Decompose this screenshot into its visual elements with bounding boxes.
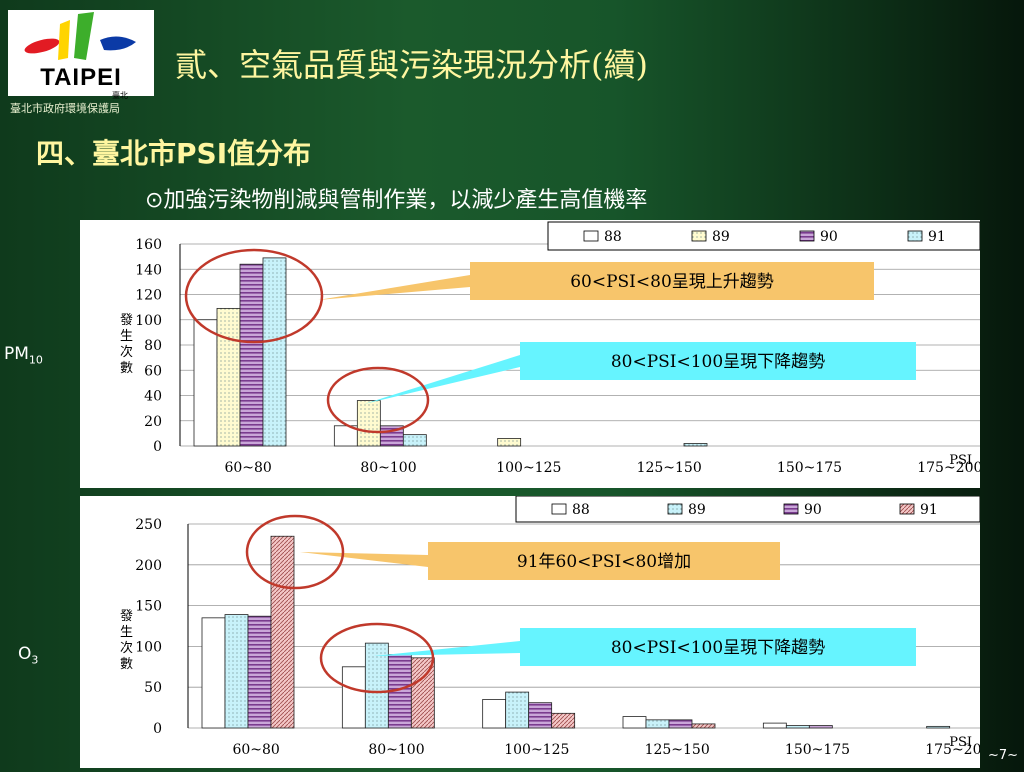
pm10-chart: 0 20 40 60 80 100 120 140 160 發生次數 60~80 80~100 100~… [80, 220, 980, 488]
y-tick-label: 200 [135, 558, 162, 574]
y-tick-label: 100 [135, 639, 162, 655]
legend-swatch [552, 504, 566, 514]
y-tick-label: 250 [135, 517, 162, 533]
legend-label: 90 [804, 502, 822, 518]
highlight-circle [247, 516, 343, 588]
bar-88 [194, 320, 217, 446]
bar-88 [342, 667, 365, 728]
legend-swatch [900, 504, 914, 514]
x-tick-label: 100~125 [496, 460, 561, 476]
bar-90 [669, 720, 692, 728]
taipei-logo: TAIPEI 臺北 [8, 10, 154, 96]
y-tick-label: 80 [144, 338, 162, 354]
bar-90 [248, 616, 271, 728]
bar-89 [786, 726, 809, 728]
chart-svg: 0 50 100 150 200 250 發生次數 60~80 80~100 100~125 125… [80, 496, 980, 768]
legend-swatch [784, 504, 798, 514]
x-tick-label: 60~80 [232, 742, 279, 758]
bar-89 [646, 720, 669, 728]
legend-label: 89 [712, 229, 730, 245]
bar-91 [692, 724, 715, 728]
bar-89 [927, 726, 950, 728]
x-tick-label: 100~125 [504, 742, 569, 758]
callout-text: 91年60<PSI<80增加 [517, 552, 691, 572]
x-tick-label: 60~80 [224, 460, 271, 476]
y-tick-label: 100 [135, 313, 162, 329]
x-tick-label: 125~150 [645, 742, 710, 758]
legend-swatch [800, 231, 814, 241]
x-tick-label: 80~100 [360, 460, 416, 476]
legend-label: 89 [688, 502, 706, 518]
legend-swatch [584, 231, 598, 241]
callout-pointer [318, 275, 470, 300]
section-subtitle: 四、臺北市PSI值分布 [36, 132, 311, 172]
slide-title: 貳、空氣品質與污染現況分析(續) [175, 40, 648, 86]
o3-chart: 0 50 100 150 200 250 發生次數 60~80 80~100 100~125 125… [80, 496, 980, 768]
bar-91 [271, 536, 294, 728]
x-tick-label: 80~100 [368, 742, 424, 758]
bar-90 [240, 264, 263, 446]
y-tick-label: 150 [135, 599, 162, 615]
chart-svg: 0 20 40 60 80 100 120 140 160 發生次數 60~80 80~100 100~… [80, 220, 980, 488]
y-tick-label: 50 [144, 680, 162, 696]
legend-label: 91 [920, 502, 938, 518]
y-tick-label: 40 [144, 389, 162, 405]
legend-swatch [668, 504, 682, 514]
legend-label: 88 [572, 502, 590, 518]
bar-90 [809, 726, 832, 728]
callout-text: 60<PSI<80呈現上升趨勢 [570, 272, 774, 292]
callout-pointer [374, 641, 520, 656]
bar-91 [403, 435, 426, 446]
bar-89 [217, 308, 240, 446]
y-tick-label: 20 [144, 414, 162, 430]
page-number: ~7~ [988, 748, 1018, 763]
y-tick-label: 0 [153, 439, 162, 455]
pm10-label: PM10 [4, 344, 43, 366]
bar-89 [498, 438, 521, 446]
x-tick-label: 150~175 [777, 460, 842, 476]
callout-pointer [364, 355, 520, 404]
bullet-point: ⊙加強污染物削減與管制作業，以減少產生高值機率 [145, 182, 647, 214]
bar-89 [357, 401, 380, 446]
logo-text: TAIPEI [8, 64, 154, 92]
bar-89 [225, 615, 248, 728]
bar-89 [506, 692, 529, 728]
legend-swatch [692, 231, 706, 241]
logo-graphic [8, 10, 154, 66]
bar-88 [763, 723, 786, 728]
x-unit-label: PSI [949, 453, 972, 468]
x-tick-label: 150~175 [785, 742, 850, 758]
callout-text: 80<PSI<100呈現下降趨勢 [611, 352, 825, 372]
organization-name: 臺北市政府環境保護局 [10, 100, 120, 116]
y-tick-label: 60 [144, 363, 162, 379]
bar-90 [529, 703, 552, 728]
legend-label: 91 [928, 229, 946, 245]
y-tick-label: 0 [153, 721, 162, 737]
y-axis-label: 發生次數 [120, 609, 133, 672]
y-tick-label: 160 [135, 237, 162, 253]
y-tick-label: 120 [135, 288, 162, 304]
y-tick-label: 140 [135, 262, 162, 278]
o3-label: O3 [18, 644, 38, 666]
y-axis-label: 發生次數 [120, 313, 133, 376]
legend-label: 90 [820, 229, 838, 245]
bar-91 [263, 258, 286, 446]
x-unit-label: PSI [949, 735, 972, 750]
bar-88 [202, 618, 225, 728]
legend-label: 88 [604, 229, 622, 245]
callout-text: 80<PSI<100呈現下降趨勢 [611, 638, 825, 658]
x-tick-label: 125~150 [637, 460, 702, 476]
legend-swatch [908, 231, 922, 241]
bar-88 [483, 699, 506, 728]
bar-91 [684, 443, 707, 446]
bar-91 [552, 713, 575, 728]
bar-88 [623, 717, 646, 728]
